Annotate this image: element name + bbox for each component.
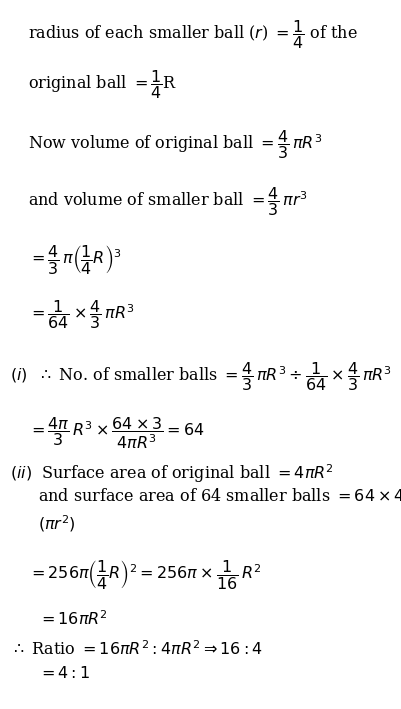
Text: $\therefore$ Ratio $= 16\pi R^2 : 4\pi R^2 \Rightarrow 16 : 4$: $\therefore$ Ratio $= 16\pi R^2 : 4\pi R… [10, 640, 262, 659]
Text: $= 16\pi R^2$: $= 16\pi R^2$ [38, 610, 107, 629]
Text: $= 4 : 1$: $= 4 : 1$ [38, 665, 90, 682]
Text: Now volume of original ball $= \dfrac{4}{3}\,\pi R^3$: Now volume of original ball $= \dfrac{4}… [28, 128, 322, 161]
Text: $= \dfrac{4}{3}\,\pi\left(\dfrac{1}{4}R\right)^3$: $= \dfrac{4}{3}\,\pi\left(\dfrac{1}{4}R\… [28, 243, 121, 276]
Text: radius of each smaller ball ($r$) $= \dfrac{1}{4}$ of the: radius of each smaller ball ($r$) $= \df… [28, 18, 357, 51]
Text: and volume of smaller ball $= \dfrac{4}{3}\,\pi r^3$: and volume of smaller ball $= \dfrac{4}{… [28, 185, 307, 218]
Text: original ball $= \dfrac{1}{4}$R: original ball $= \dfrac{1}{4}$R [28, 68, 177, 101]
Text: $(ii)$  Surface area of original ball $= 4\pi R^2$: $(ii)$ Surface area of original ball $= … [10, 462, 333, 485]
Text: $= 256\pi\left(\dfrac{1}{4}R\right)^2 = 256\pi \times \dfrac{1}{16}\,R^2$: $= 256\pi\left(\dfrac{1}{4}R\right)^2 = … [28, 558, 261, 591]
Text: $= \dfrac{4\pi}{3}\,R^3 \times \dfrac{64 \times 3}{4\pi R^3} = 64$: $= \dfrac{4\pi}{3}\,R^3 \times \dfrac{64… [28, 415, 204, 451]
Text: $(i)$  $\therefore$ No. of smaller balls $= \dfrac{4}{3}\,\pi R^3 \div \dfrac{1}: $(i)$ $\therefore$ No. of smaller balls … [10, 360, 391, 393]
Text: and surface area of 64 smaller balls $= 64 \times 4$: and surface area of 64 smaller balls $= … [38, 488, 401, 505]
Text: $= \dfrac{1}{64} \times \dfrac{4}{3}\,\pi R^3$: $= \dfrac{1}{64} \times \dfrac{4}{3}\,\p… [28, 298, 134, 331]
Text: $(\pi r^2)$: $(\pi r^2)$ [38, 513, 76, 534]
